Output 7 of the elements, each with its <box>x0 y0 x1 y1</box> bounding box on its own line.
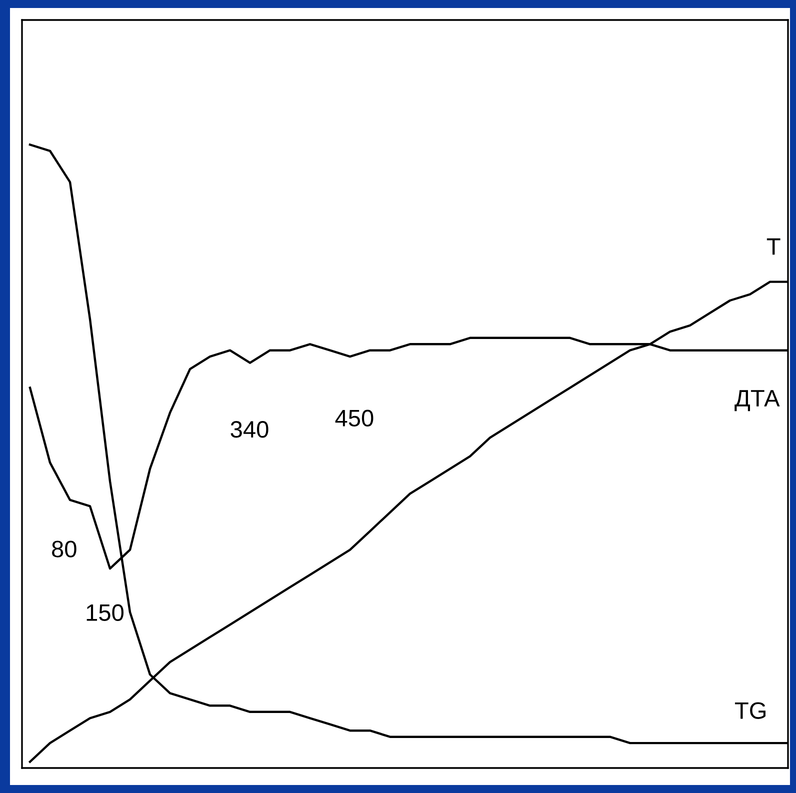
annotation: 150 <box>86 604 124 621</box>
series-label: TG <box>734 702 766 719</box>
series-label: T <box>766 238 780 255</box>
annotation: 80 <box>52 540 76 558</box>
annotation: 450 <box>335 410 374 427</box>
series-label: ДТА <box>734 390 780 412</box>
annotation: 340 <box>230 421 268 438</box>
